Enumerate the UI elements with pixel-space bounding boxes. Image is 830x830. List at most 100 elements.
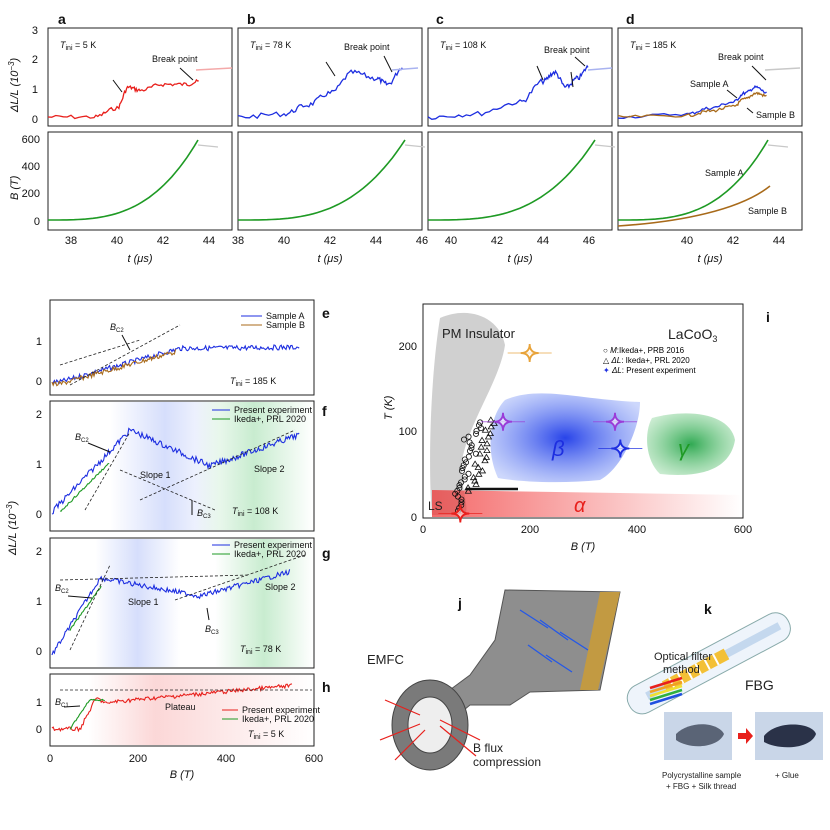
b-curve-2 xyxy=(428,139,596,221)
top-x-labels: t (μs) t (μs) t (μs) t (μs) xyxy=(128,253,723,265)
legend-i-2: △ ΔL: Ikeda+, PRL 2020 xyxy=(603,356,690,365)
break-d: Break point xyxy=(718,52,764,62)
tini-d: Tini = 185 K xyxy=(630,40,676,52)
prl-point xyxy=(478,436,486,443)
prl-point xyxy=(484,433,493,440)
dash-g-3 xyxy=(174,554,306,601)
sample-b-top: Sample B xyxy=(756,110,795,120)
prb-point xyxy=(465,470,472,477)
sample-b-bottom: Sample B xyxy=(748,206,787,216)
tini-c: Tini = 108 K xyxy=(440,40,486,52)
panel-label-g: g xyxy=(322,545,331,561)
prb-point xyxy=(461,473,468,480)
legend-g-a: Present experiment xyxy=(234,540,313,550)
x-tick-b-1: 40 xyxy=(278,235,290,247)
present-star-2 xyxy=(520,343,539,363)
caption-k-1: Polycrystalline sample xyxy=(662,771,742,780)
left-annotations: BC2 Tini = 185 K Sample A Sample B BC2 B… xyxy=(55,311,321,741)
top-annotations: Tini = 5 K Tini = 78 K Tini = 108 K Tini… xyxy=(60,40,795,216)
prb-point xyxy=(459,465,466,472)
legend-e-b: Sample B xyxy=(266,320,305,330)
prb-point xyxy=(458,479,465,486)
x-tick-a-1: 40 xyxy=(111,235,123,247)
present-star-3 xyxy=(605,412,625,431)
dl-tick-2: 2 xyxy=(32,54,38,66)
x-tick-b-3: 44 xyxy=(370,235,382,247)
h-plateau: Plateau xyxy=(165,702,196,712)
panel-label-d: d xyxy=(626,11,635,27)
panel-label-i: i xyxy=(766,309,770,325)
x-label-a: t (μs) xyxy=(128,253,153,265)
prb-point xyxy=(458,467,465,474)
sample-2-piece xyxy=(764,724,816,748)
arrow-c-2 xyxy=(570,71,574,88)
phase-regions xyxy=(430,312,742,517)
emfc-bore xyxy=(407,696,453,754)
legend-h-a: Present experiment xyxy=(242,705,321,715)
x-label-d: t (μs) xyxy=(698,253,723,265)
frame-a-bottom xyxy=(47,131,233,231)
label-gamma: γ xyxy=(678,436,691,461)
prl-point xyxy=(478,467,487,474)
left-arrows xyxy=(63,334,210,708)
x-tick-c-2: 44 xyxy=(537,235,549,247)
fbg-grating xyxy=(661,648,730,693)
e-tini: Tini = 185 K xyxy=(230,376,276,388)
arrow-a-1 xyxy=(112,79,123,93)
field-arrows xyxy=(379,699,481,761)
dash-e-2 xyxy=(59,339,141,366)
b-tick-3: 600 xyxy=(22,134,40,146)
legend-h-b: Ikeda+, PRL 2020 xyxy=(242,714,314,724)
f-ytick-2: 2 xyxy=(36,409,42,421)
arrow-d-2 xyxy=(726,89,738,99)
legend-f-a: Present experiment xyxy=(234,405,313,415)
dl-y-ticks: 0 1 2 3 0 200 400 600 xyxy=(22,25,40,228)
phase-marks xyxy=(438,343,643,523)
b-tick-1: 200 xyxy=(22,188,40,200)
dash-g-2 xyxy=(69,564,111,651)
curve-e-sample-b xyxy=(51,349,177,387)
prl-point xyxy=(475,470,483,477)
prb-point xyxy=(477,419,484,426)
label-pm: PM Insulator xyxy=(442,326,516,341)
left-ticks: 0 1 0 1 2 0 1 2 0 1 0 200 400 600 B (T) xyxy=(36,336,323,781)
panel-label-h: h xyxy=(322,679,331,695)
legend-i-3: ✦ ΔL: Present experiment xyxy=(603,366,696,375)
i-ylabel: T (K) xyxy=(383,395,395,420)
frame-f xyxy=(49,400,315,532)
x-tick-d-2: 44 xyxy=(773,235,785,247)
dl-tick-0: 0 xyxy=(32,114,38,126)
arrow-e-bc2 xyxy=(121,334,131,351)
legend-g-b: Ikeda+, PRL 2020 xyxy=(234,549,306,559)
dashed-guides xyxy=(59,324,312,691)
x-label-b: t (μs) xyxy=(318,253,343,265)
prb-point xyxy=(468,445,475,452)
shade-g-blue xyxy=(95,539,180,667)
dash-f-1 xyxy=(84,431,131,511)
prb-point xyxy=(463,459,470,466)
prl-point xyxy=(464,487,473,494)
prl-point xyxy=(471,460,479,467)
g-slope2: Slope 2 xyxy=(265,582,296,592)
prb-point xyxy=(473,430,480,437)
present-star-4 xyxy=(611,439,630,458)
frame-b-top xyxy=(237,27,423,127)
g-ytick-0: 0 xyxy=(36,646,42,658)
h-bc1: BC1 xyxy=(55,697,69,709)
x-tick-c-1: 42 xyxy=(491,235,503,247)
prl-point xyxy=(472,480,480,487)
b-curve-d-sample-b xyxy=(617,185,771,227)
left-xtick-3: 600 xyxy=(305,753,323,765)
i-ytick-1: 100 xyxy=(399,426,417,438)
sample-1-piece xyxy=(676,724,724,747)
g-ytick-2: 2 xyxy=(36,546,42,558)
panel-label-j: j xyxy=(457,595,462,611)
curve-d-sample-a xyxy=(617,84,767,119)
h-ytick-0: 0 xyxy=(36,724,42,736)
i-ytick-2: 200 xyxy=(399,341,417,353)
i-xtick-2: 400 xyxy=(628,524,646,536)
caption-k-2: + FBG + Silk thread xyxy=(666,782,736,791)
label-title: LaCoO3 xyxy=(668,326,717,344)
x-tick-a-3: 44 xyxy=(203,235,215,247)
prb-point xyxy=(466,439,473,446)
